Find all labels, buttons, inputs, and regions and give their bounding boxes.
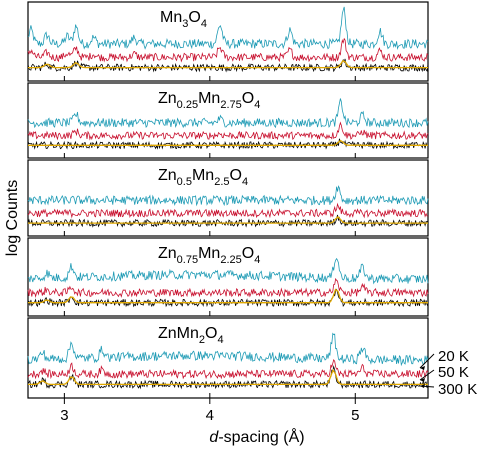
panel-label-part: O [242, 90, 254, 107]
panel-label-part: O [205, 325, 217, 342]
panel-label-part: 2.25 [220, 254, 241, 266]
trace-20k [27, 332, 429, 367]
panel-label-part: Zn [158, 90, 177, 107]
trace-fit [28, 59, 428, 69]
panel-frame [27, 237, 429, 317]
y-axis-title: log Counts [4, 180, 21, 257]
x-tick-label: 4 [206, 407, 214, 424]
trace-20k [27, 6, 429, 51]
panel-label: Zn0.75Mn2.25O4 [158, 245, 260, 266]
x-tick-label: 5 [351, 407, 359, 424]
x-axis-title: d-spacing (Å) [209, 427, 304, 446]
trace-50k [27, 202, 428, 219]
legend-label-50k: 50 K [438, 364, 469, 381]
trace-fit [28, 368, 428, 386]
panel-label-part: 4 [254, 99, 260, 111]
trace-300k [27, 214, 429, 228]
panel-label-part: Mn [198, 90, 220, 107]
legend-arrowhead [420, 384, 425, 388]
panel-label: Mn3O4 [160, 9, 207, 30]
panel-label: Zn0.25Mn2.75O4 [158, 90, 260, 111]
panel-label-part: 4 [201, 18, 207, 30]
panel-label-part: O [242, 245, 254, 262]
legend-label-300k: 300 K [438, 381, 477, 398]
panels-group: Mn3O4Zn0.25Mn2.75O4Zn0.5Mn2.5O4Zn0.75Mn2… [27, 1, 429, 399]
trace-20k [27, 98, 429, 129]
panel-label-part: O [230, 167, 242, 184]
panel-label-part: Zn [158, 167, 177, 184]
panel-label-part: 4 [254, 254, 260, 266]
trace-300k [27, 138, 429, 150]
panel-label-part: 2.5 [214, 176, 229, 188]
panel-label: ZnMn2O4 [158, 325, 224, 346]
panel-label-part: Mn [160, 9, 182, 26]
legend-arrowhead [420, 366, 425, 370]
legend-arrow [419, 353, 435, 369]
panel-label-part: 3 [182, 18, 188, 30]
panel-label-part: 0.5 [177, 176, 192, 188]
panel-label-part: 0.75 [177, 254, 198, 266]
panel-label-part: 0.25 [177, 99, 198, 111]
trace-50k [27, 121, 429, 141]
x-axis-title-rest: -spacing (Å) [218, 427, 304, 446]
panel-2: Zn0.25Mn2.75O4 [27, 82, 429, 159]
panel-label-part: 4 [217, 334, 223, 346]
panel-1: Mn3O4 [27, 1, 429, 82]
trace-fit [28, 288, 428, 304]
panel-5: ZnMn2O4 [27, 317, 429, 399]
trace-50k [27, 358, 429, 380]
panel-label-part: Zn [158, 245, 177, 262]
panel-label-part: 4 [242, 176, 248, 188]
trace-fit [28, 139, 428, 146]
legend-arrowhead [420, 378, 425, 382]
panel-frame [27, 1, 429, 82]
legend-arrow [419, 369, 435, 381]
x-tick-label: 3 [60, 407, 68, 424]
panel-4: Zn0.75Mn2.25O4 [27, 237, 429, 317]
panel-label-part: Mn [198, 245, 220, 262]
panel-frame [27, 159, 429, 237]
panel-label-part: 2.75 [220, 99, 241, 111]
trace-20k [27, 257, 429, 285]
trace-fit [28, 216, 428, 224]
panel-label-part: Mn [192, 167, 214, 184]
x-axis: 3 4 5 [60, 398, 359, 424]
trace-20k [27, 185, 429, 207]
panel-frame [27, 82, 429, 159]
panel-label-part: ZnMn [158, 325, 199, 342]
panel-3: Zn0.5Mn2.5O4 [27, 159, 429, 237]
trace-50k [27, 37, 429, 63]
panel-label-part: O [188, 9, 200, 26]
x-axis-title-italic: d [209, 429, 219, 446]
legend-label-20k: 20 K [438, 348, 469, 365]
panel-label: Zn0.5Mn2.5O4 [158, 167, 248, 188]
panel-label-part: 2 [199, 334, 205, 346]
trace-50k [27, 277, 429, 298]
